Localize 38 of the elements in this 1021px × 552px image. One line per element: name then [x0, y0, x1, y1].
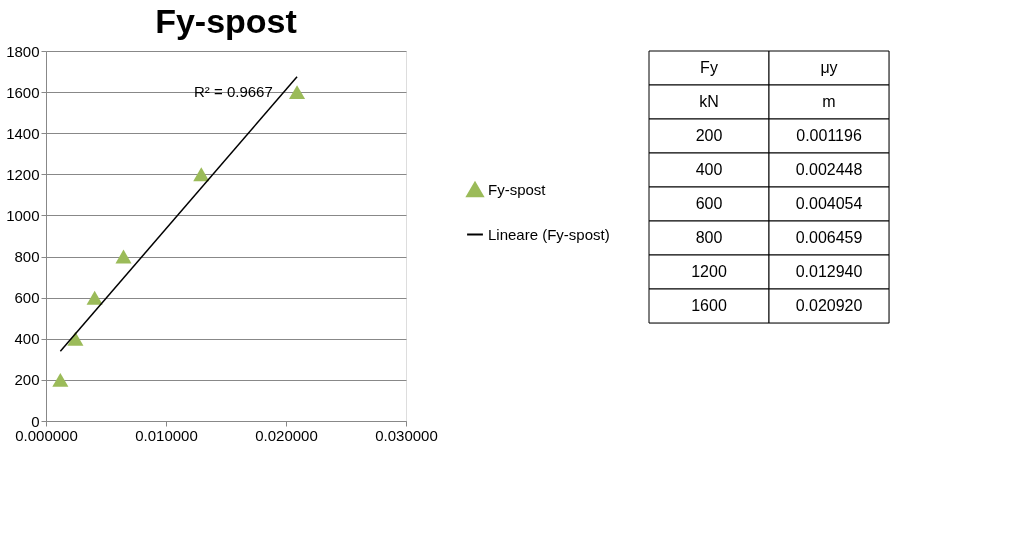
data-label: 200 [695, 127, 723, 144]
y-tick-label: 600 [14, 289, 40, 307]
data-label: 1600 [691, 297, 727, 314]
text: kN [699, 93, 719, 110]
data-label: 400 [695, 161, 723, 178]
point [86, 290, 103, 305]
category-label: 0.006459 [795, 229, 863, 246]
category-label: 0.020920 [795, 297, 863, 314]
x-tick-label: 0.030000 [375, 426, 438, 444]
annotation: R² = 0.9667 [193, 82, 273, 100]
point [193, 167, 210, 182]
y-tick-label: 1400 [6, 124, 40, 142]
y-tick-label: 800 [14, 248, 40, 266]
y-tick-label: 1200 [6, 165, 40, 183]
y-tick-label: 400 [14, 330, 40, 348]
text: m [822, 93, 836, 110]
text: Fy [700, 59, 718, 76]
x-tick-label: 0.020000 [255, 426, 318, 444]
legend-label: Fy-spost [488, 180, 547, 198]
y-tick-label: 1600 [6, 83, 40, 101]
data-label: 600 [695, 195, 723, 212]
text: μy [820, 59, 838, 76]
legend-label: Lineare (Fy-spost) [488, 225, 610, 243]
x-tick-label: 0.010000 [135, 426, 198, 444]
point [52, 372, 69, 387]
data-label: 800 [695, 229, 723, 246]
category-label: 0.001196 [796, 127, 862, 144]
point [115, 249, 132, 264]
y-tick-label: 1000 [6, 206, 40, 224]
point [67, 331, 84, 346]
category-label: 0.004054 [795, 195, 863, 212]
category-label: 0.012940 [795, 263, 863, 280]
point [288, 85, 306, 100]
chart-title: Fy-spost [155, 2, 297, 40]
y-tick-label: 200 [14, 371, 40, 389]
y-tick-label: 1800 [6, 42, 40, 60]
data-label: 1200 [691, 263, 727, 280]
category-label: 0.002448 [795, 161, 863, 178]
